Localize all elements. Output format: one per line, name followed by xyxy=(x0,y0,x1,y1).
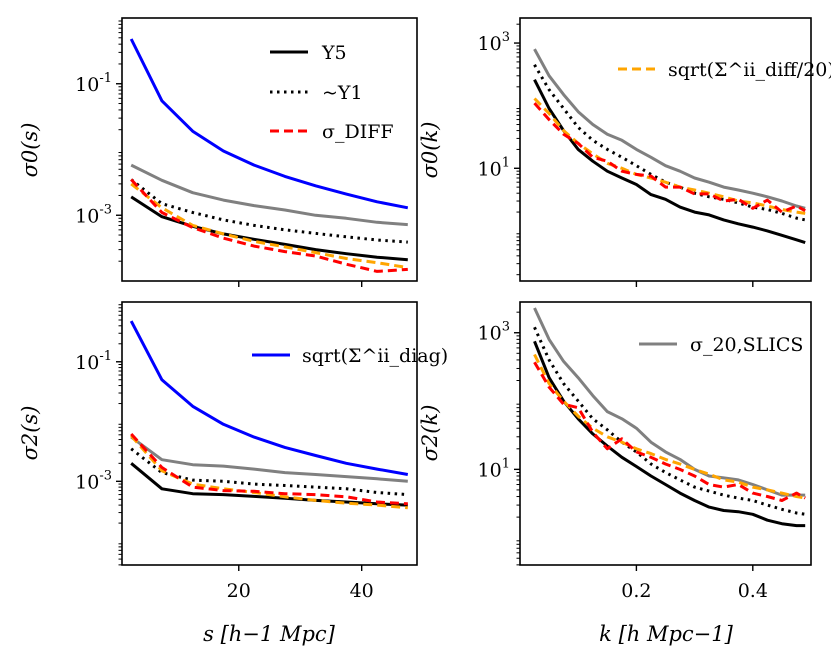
x-tick-label: 0.2 xyxy=(621,580,651,602)
panel-sigma0-k: σ0(k) 103 101 xyxy=(418,17,812,287)
y-tick-label: 103 xyxy=(478,30,510,55)
series-line-y5 xyxy=(533,79,806,245)
legend-top-right: sqrt(Σ^ii_diff/20) xyxy=(618,59,831,81)
x-tick-label: 20 xyxy=(227,580,251,602)
legend-label-y1: ~Y1 xyxy=(322,82,363,104)
panel-sigma0-s: σ0(s) 10-1 10-3 xyxy=(18,17,418,287)
x-tick-label: 0.4 xyxy=(738,580,768,602)
legend-bottom-right: σ_20,SLICS xyxy=(639,334,803,356)
y-axis-label: σ2(k) xyxy=(418,405,442,462)
legend-bottom-left: sqrt(Σ^ii_diag) xyxy=(252,345,448,367)
panel-frame xyxy=(121,301,418,566)
legend-label-diff: σ_DIFF xyxy=(322,121,394,143)
panel-sigma2-k: σ2(k) k [h Mpc−1] 103 101 0.2 0.4 xyxy=(418,301,812,646)
series-line-y5 xyxy=(533,340,806,528)
panel-sigma2-s: σ2(s) s [h−1 Mpc] 10-1 10-3 20 40 xyxy=(18,301,418,646)
panel-frame xyxy=(121,17,418,282)
legend-label-slics: σ_20,SLICS xyxy=(690,334,803,356)
x-axis-label: s [h−1 Mpc] xyxy=(203,622,336,646)
series-line-sigma-diff xyxy=(130,178,408,273)
y-axis-label: σ0(s) xyxy=(18,123,42,178)
y-tick-label: 10-3 xyxy=(75,202,112,227)
y-axis-label: σ2(s) xyxy=(18,406,42,461)
series-line-slics xyxy=(533,48,806,210)
y-tick-label: 101 xyxy=(478,456,510,481)
series-line-slics xyxy=(130,435,408,483)
y-tick-label: 10-1 xyxy=(75,349,112,374)
y-tick-label: 10-1 xyxy=(75,71,112,96)
panel-frame xyxy=(519,17,812,282)
series-line-slics xyxy=(533,307,806,497)
legend-label-sqrt-diag: sqrt(Σ^ii_diag) xyxy=(302,345,448,367)
y-tick-label: 103 xyxy=(478,320,510,345)
series-line-sqrt-diff xyxy=(130,182,409,270)
series-line-sigma-diff xyxy=(533,361,806,502)
series-line-sigma-diff xyxy=(533,102,806,214)
legend-label-y5: Y5 xyxy=(321,42,347,64)
panel-frame xyxy=(519,301,812,566)
series-line-sqrt-diff xyxy=(533,353,806,500)
series-line--y1 xyxy=(130,178,408,244)
x-tick-label: 40 xyxy=(350,580,374,602)
legend-label-sqrt-diff: sqrt(Σ^ii_diff/20) xyxy=(668,59,831,81)
y-tick-label: 101 xyxy=(478,155,510,180)
series-line-slics xyxy=(130,163,408,227)
series-line-sqrt-diag xyxy=(129,320,409,476)
x-axis-label: k [h Mpc−1] xyxy=(599,622,733,646)
series-line-y5 xyxy=(130,462,408,507)
series-line-sqrt-diag xyxy=(129,38,409,210)
y-axis-label: σ0(k) xyxy=(418,122,442,179)
legend-top-left: Y5 ~Y1 σ_DIFF xyxy=(270,42,394,143)
series-line--y1 xyxy=(130,447,408,497)
series-line-sigma-diff xyxy=(130,432,408,506)
y-tick-label: 10-3 xyxy=(75,468,112,493)
